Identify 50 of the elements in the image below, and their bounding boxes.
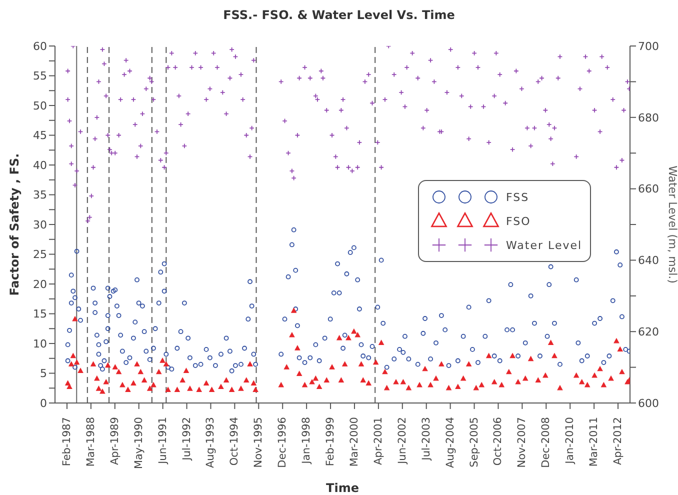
legend-label: Water Level — [506, 238, 582, 252]
x-tick-label: Jul-2003 — [420, 417, 432, 462]
x-tick-label: Apr-2001 — [372, 417, 384, 466]
x-tick-label: Aug-2004 — [444, 416, 456, 468]
legend-label: FSS — [506, 190, 530, 204]
y2-tick-label: 620 — [638, 326, 659, 339]
x-tick-label: Aug-1993 — [204, 417, 217, 468]
x-tick-label: Feb-1987 — [60, 417, 73, 466]
x-tick-label: Jul-1992 — [180, 417, 193, 462]
x-tick-label: Oct-1994 — [228, 416, 241, 466]
y2-tick-label: 640 — [638, 254, 659, 268]
x-tick-label: Nov-1995 — [252, 417, 265, 468]
x-axis-title: Time — [326, 481, 359, 495]
x-tick-label: Feb-1999 — [324, 417, 337, 466]
x-tick-label: Dec-1996 — [276, 416, 289, 468]
y-tick-label: 30 — [33, 218, 47, 232]
x-tick-label: Mar-2000 — [348, 417, 360, 467]
x-tick-label: Nov-2007 — [516, 417, 528, 468]
y-tick-label: 20 — [33, 278, 47, 291]
x-tick-label: May-1990 — [132, 417, 145, 470]
y-tick-label: 0 — [40, 396, 47, 410]
y-tick-label: 45 — [33, 129, 47, 142]
y-tick-label: 5 — [40, 367, 47, 380]
y-tick-label: 50 — [33, 99, 47, 112]
y-tick-label: 55 — [33, 70, 47, 83]
y-tick-label: 15 — [33, 308, 47, 321]
y-tick-label: 10 — [33, 337, 47, 350]
y-tick-label: 25 — [33, 248, 47, 262]
y-axis-title: Factor of Safety , FS. — [7, 153, 22, 296]
x-tick-label: Jun-2002 — [396, 417, 408, 465]
y2-tick-label: 680 — [638, 111, 659, 124]
x-tick-label: Oct-2006 — [492, 416, 504, 466]
legend-label: FSO — [506, 214, 531, 228]
y-tick-label: 40 — [33, 158, 47, 172]
x-tick-label: Jan-1998 — [300, 417, 313, 465]
y-tick-label: 35 — [33, 188, 47, 202]
x-tick-label: Jun-1991 — [156, 417, 169, 465]
chart-title: FSS.- FSO. & Water Level Vs. Time — [222, 8, 456, 22]
x-tick-label: Apr-1989 — [108, 417, 121, 466]
x-tick-label: Mar-2011 — [588, 417, 600, 467]
x-tick-label: Dec-2008 — [540, 417, 552, 468]
y2-tick-label: 600 — [638, 396, 659, 410]
x-tick-label: Mar-1988 — [84, 417, 97, 467]
y2-axis-title: Water Level (m, msl.) — [666, 166, 678, 284]
y2-tick-label: 660 — [638, 182, 659, 196]
y-tick-label: 60 — [33, 40, 47, 53]
y2-tick-label: 700 — [638, 40, 659, 53]
x-tick-label: Sep-2005 — [468, 417, 480, 468]
x-tick-label: Jan-2010 — [564, 417, 576, 465]
x-tick-label: Apr-2012 — [612, 417, 624, 466]
